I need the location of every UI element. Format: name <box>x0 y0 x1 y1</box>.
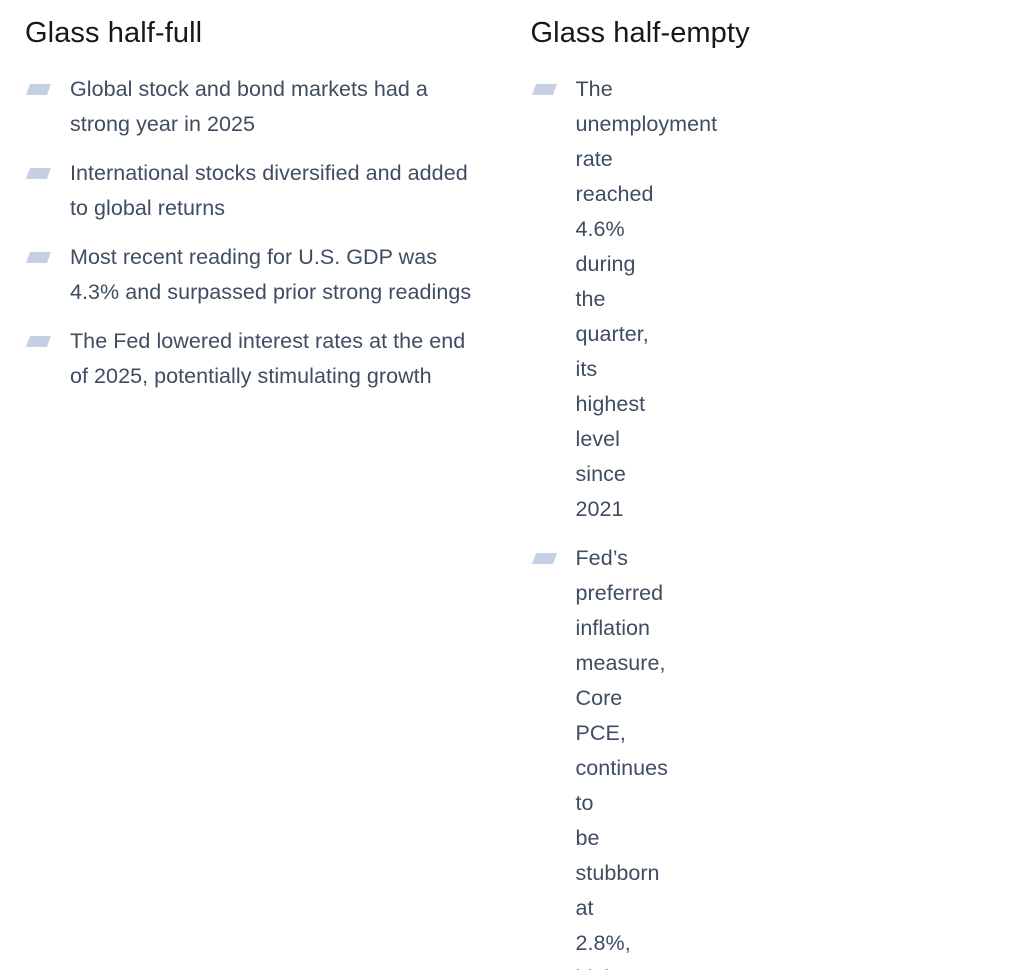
list-item-label: Fed’s preferred inflation measure, Core … <box>576 546 669 970</box>
list-item-label: Global stock and bond markets had a stro… <box>70 77 428 137</box>
list-item: International stocks diversified and add… <box>22 156 488 226</box>
two-column-layout: Glass half-full Global stock and bond ma… <box>0 0 750 970</box>
list-item: The unemployment rate reached 4.6% durin… <box>528 72 717 527</box>
parallelogram-bullet-icon <box>531 553 557 565</box>
parallelogram-bullet-icon <box>25 252 52 264</box>
bullet-list-left: Global stock and bond markets had a stro… <box>22 72 488 394</box>
list-item: Most recent reading for U.S. GDP was 4.3… <box>22 240 488 310</box>
list-item: Global stock and bond markets had a stro… <box>22 72 488 142</box>
column-glass-half-full: Glass half-full Global stock and bond ma… <box>0 0 506 485</box>
list-item: The Fed lowered interest rates at the en… <box>22 324 488 394</box>
plain-text: Fed’s preferred inflation measure, Core … <box>575 546 668 956</box>
parallelogram-bullet-icon <box>25 336 52 348</box>
list-item-label: Most recent reading for U.S. GDP was 4.3… <box>70 245 472 305</box>
list-item: Fed’s preferred inflation measure, Core … <box>528 541 668 970</box>
parallelogram-bullet-icon <box>25 168 52 180</box>
parallelogram-bullet-icon <box>25 84 52 96</box>
list-item-label: The unemployment rate reached 4.6% durin… <box>575 77 718 522</box>
slide-root: Glass half-full Global stock and bond ma… <box>0 0 750 970</box>
page-title-left: Glass half-full <box>25 17 203 49</box>
list-item-label: The Fed lowered interest rates at the en… <box>70 329 466 389</box>
emphasized-text: higher than the preferred level <box>576 966 664 970</box>
parallelogram-bullet-icon <box>531 84 557 96</box>
list-item-label: International stocks diversified and add… <box>70 161 468 221</box>
